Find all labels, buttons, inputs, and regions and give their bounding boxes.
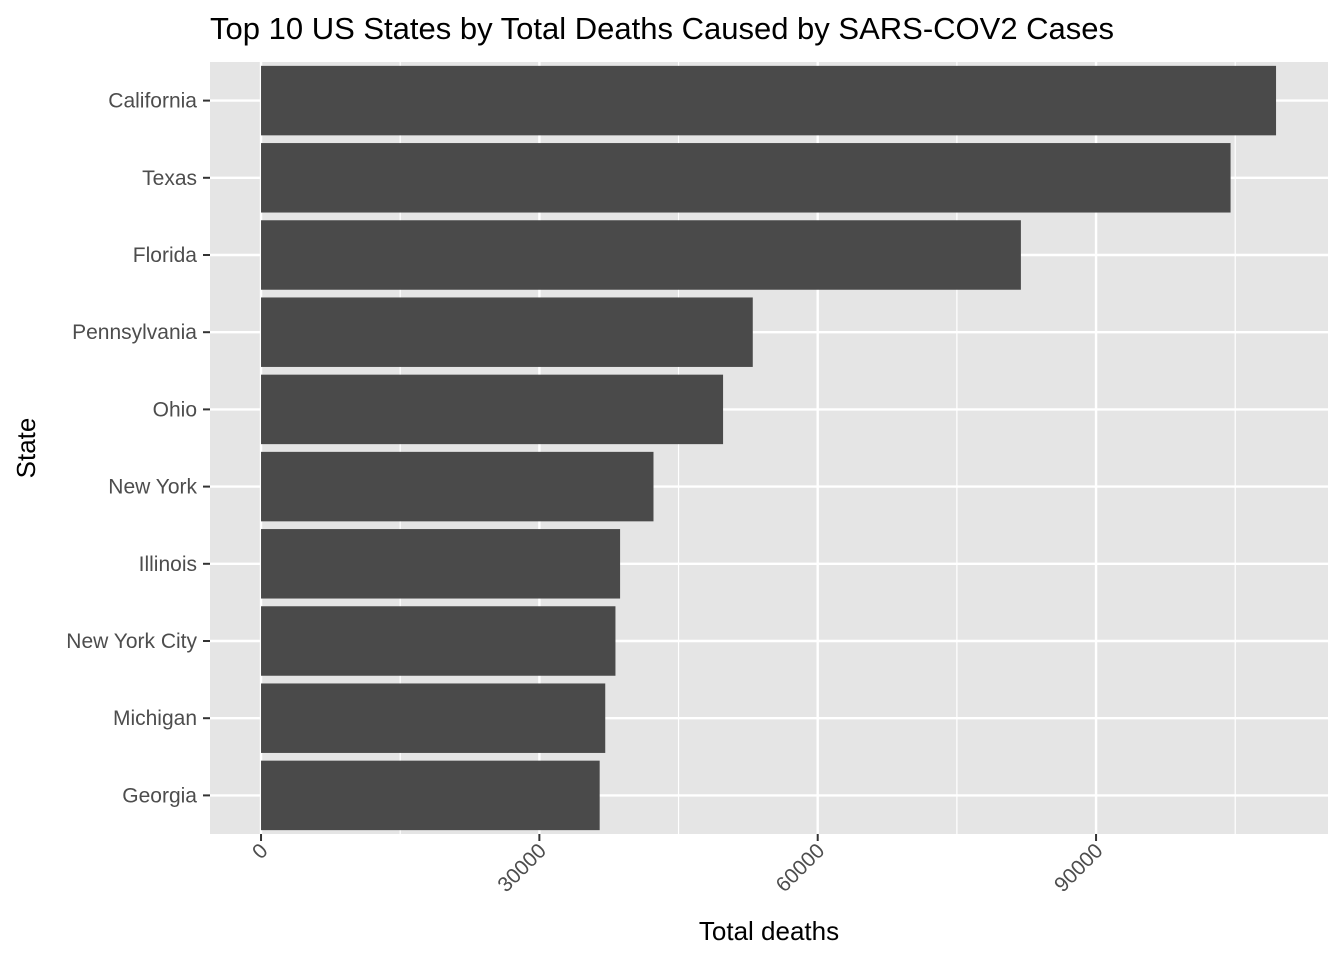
y-axis: California Texas Florida Pennsylvania Ohio Ne…	[66, 90, 210, 807]
bar	[261, 374, 724, 445]
y-tick-label: New York	[108, 476, 197, 499]
y-axis-title: State	[11, 418, 41, 479]
y-tick-label: California	[108, 90, 197, 113]
bar	[261, 529, 621, 599]
y-tick-label: Georgia	[122, 784, 197, 807]
bar	[261, 220, 1021, 290]
bar	[261, 143, 1231, 213]
y-tick-label: Florida	[133, 244, 198, 267]
bar	[261, 683, 606, 753]
x-tick-label: 30000	[493, 839, 551, 897]
x-tick-label: 0	[248, 839, 273, 864]
bar	[261, 297, 753, 367]
chart-title: Top 10 US States by Total Deaths Caused …	[210, 11, 1114, 46]
x-axis: 0 30000 60000 90000	[248, 834, 1108, 897]
bar	[261, 606, 616, 676]
y-tick-label: Texas	[142, 167, 197, 190]
bars	[261, 65, 1277, 831]
bar	[261, 451, 654, 522]
bar	[261, 65, 1277, 136]
y-tick-label: Illinois	[139, 553, 197, 576]
x-axis-title: Total deaths	[699, 916, 839, 946]
y-tick-label: New York City	[66, 630, 197, 653]
x-tick-label: 60000	[772, 839, 830, 897]
x-tick-label: 90000	[1050, 839, 1108, 897]
bar	[261, 760, 600, 831]
y-tick-label: Pennsylvania	[72, 321, 197, 344]
y-tick-label: Michigan	[113, 707, 197, 730]
y-tick-label: Ohio	[153, 398, 197, 421]
